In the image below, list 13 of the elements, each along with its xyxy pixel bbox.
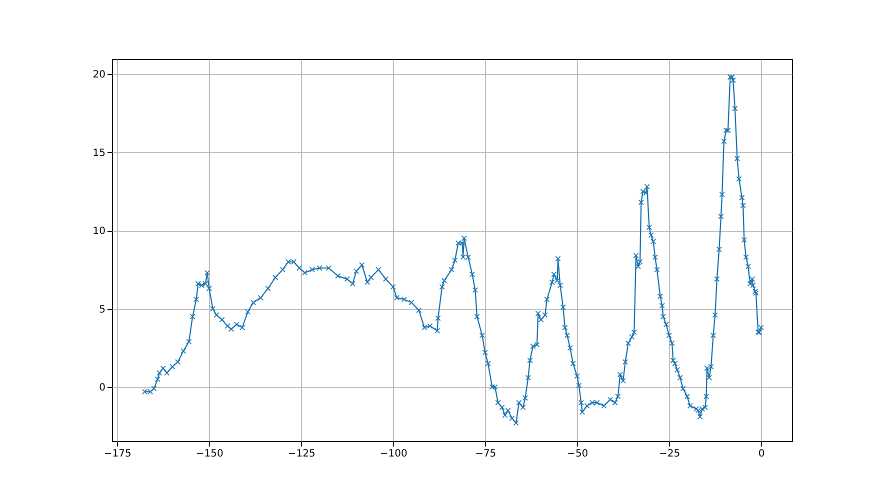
x-tick-label: −125	[288, 448, 316, 460]
y-tick-label: 5	[99, 304, 106, 316]
x-tick-label: −25	[659, 448, 680, 460]
y-tick-label: 15	[92, 148, 106, 159]
y-tick-label: 0	[99, 382, 106, 394]
x-tick-label: 0	[758, 448, 765, 460]
y-tick-label: 20	[92, 70, 106, 81]
x-tick-label: −100	[380, 448, 408, 460]
x-tick-label: −50	[567, 448, 588, 460]
x-tick-label: −75	[475, 448, 496, 460]
x-tick-label: −150	[196, 448, 224, 460]
x-tick-label: −175	[104, 448, 132, 460]
y-tick-label: 10	[92, 226, 106, 238]
